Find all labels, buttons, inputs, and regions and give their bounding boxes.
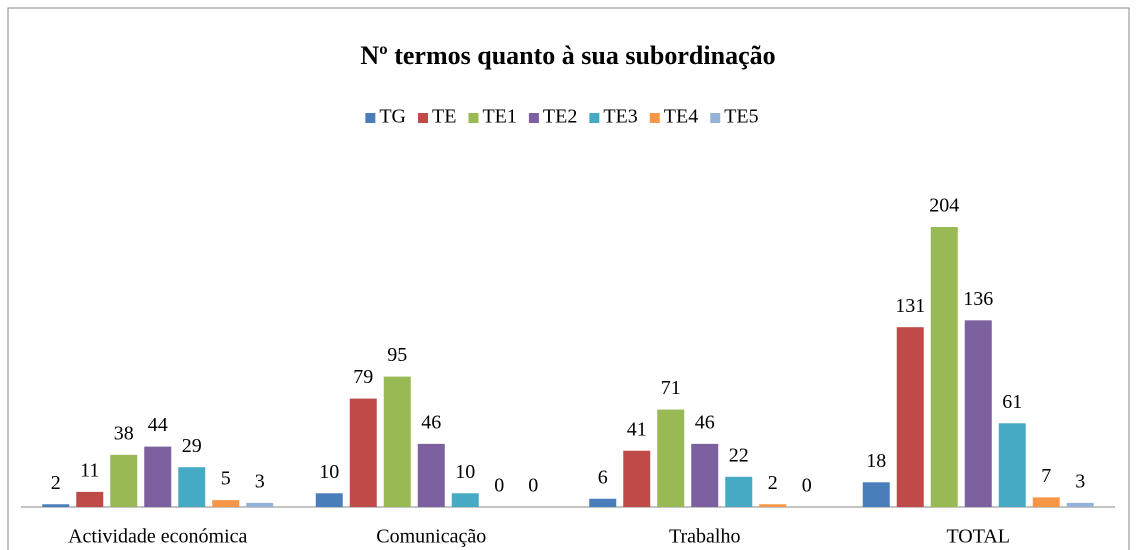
data-label: 41 [627, 418, 647, 440]
x-tick-label: TOTAL [946, 526, 1010, 548]
data-label: 44 [148, 414, 168, 436]
data-label: 131 [895, 295, 925, 317]
bar [657, 409, 685, 507]
bar [76, 491, 104, 507]
bar [417, 443, 445, 507]
data-label: 7 [1041, 465, 1051, 487]
bar [998, 423, 1026, 507]
bar [862, 482, 890, 507]
data-label: 2 [51, 472, 61, 494]
bar [246, 502, 274, 507]
bar [178, 467, 206, 507]
bar [759, 504, 787, 507]
bar [383, 376, 411, 507]
bar [315, 493, 343, 507]
bar [930, 227, 958, 507]
data-label: 18 [866, 450, 886, 472]
legend-swatch [365, 113, 376, 123]
bar [623, 450, 651, 507]
data-label: 22 [729, 444, 749, 466]
legend-swatch [528, 113, 539, 123]
data-label: 11 [80, 459, 99, 481]
data-label: 10 [319, 461, 339, 483]
legend-label: TE4 [664, 106, 698, 128]
legend-label: TE [432, 106, 456, 128]
legend-swatch [589, 113, 600, 123]
bar [691, 443, 719, 507]
data-label: 6 [598, 466, 608, 488]
x-tick-label: Trabalho [669, 526, 740, 548]
data-label: 0 [802, 475, 812, 497]
legend-label: TE3 [603, 106, 637, 128]
bar [451, 493, 479, 507]
data-label: 95 [387, 344, 407, 366]
legend-label: TG [379, 106, 406, 128]
data-label: 136 [963, 288, 993, 310]
data-label: 46 [421, 411, 441, 433]
legend-label: TE5 [724, 106, 758, 128]
data-label: 46 [695, 411, 715, 433]
bar [212, 500, 240, 507]
data-label: 0 [494, 475, 504, 497]
x-tick-label: Actividade económica [68, 526, 247, 548]
chart-title: Nº termos quanto à sua subordinação [360, 41, 775, 70]
x-tick-label: Comunicação [376, 526, 486, 548]
data-label: 10 [455, 461, 475, 483]
data-label: 29 [182, 435, 202, 457]
data-label: 79 [353, 366, 373, 388]
bar [1032, 497, 1060, 507]
bar [896, 327, 924, 507]
legend-label: TE1 [482, 106, 516, 128]
chart-frame [7, 7, 1130, 550]
bar [110, 454, 138, 507]
data-label: 61 [1002, 391, 1022, 413]
bar [144, 446, 172, 507]
data-label: 3 [1075, 470, 1085, 492]
data-label: 38 [114, 422, 134, 444]
legend-swatch [710, 113, 721, 123]
legend-swatch [649, 113, 660, 123]
data-label: 204 [929, 195, 959, 217]
bar [964, 320, 992, 507]
legend-swatch [418, 113, 429, 123]
data-label: 2 [768, 472, 778, 494]
bar [349, 398, 377, 507]
bar [1066, 502, 1094, 507]
legend-label: TE2 [543, 106, 577, 128]
data-label: 3 [255, 470, 265, 492]
bar [589, 498, 617, 507]
bar [725, 476, 753, 507]
legend-swatch [468, 113, 479, 123]
data-label: 0 [528, 475, 538, 497]
data-label: 5 [221, 468, 231, 490]
data-label: 71 [661, 377, 681, 399]
bar [42, 504, 70, 507]
